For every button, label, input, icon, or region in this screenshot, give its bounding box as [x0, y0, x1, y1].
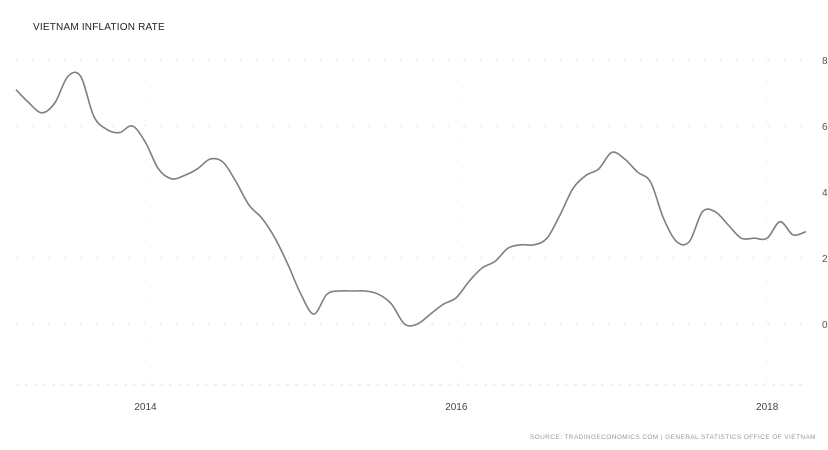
data-point-2014-04: [182, 174, 186, 178]
y-tick-label: 8: [822, 56, 828, 67]
data-point-2014-09: [247, 203, 251, 207]
data-point-2016-05: [506, 246, 510, 250]
x-tick-label-2018: 2018: [756, 402, 779, 413]
data-point-2017-05: [662, 216, 666, 220]
data-point-2013-10: [105, 127, 109, 131]
data-point-2014-06: [208, 157, 212, 161]
data-point-2013-07: [66, 75, 70, 79]
data-point-2014-03: [169, 177, 173, 181]
data-point-2016-04: [493, 259, 497, 263]
data-point-2013-12: [131, 124, 135, 128]
data-point-2013-06: [53, 101, 57, 105]
data-point-2013-04: [27, 101, 31, 105]
data-point-2016-09: [558, 213, 562, 217]
data-point-2016-08: [545, 236, 549, 240]
data-point-2017-03: [636, 170, 640, 174]
data-point-2016-06: [519, 243, 523, 247]
data-point-2013-05: [40, 111, 44, 115]
data-point-2015-08: [390, 302, 394, 306]
data-point-2017-11: [739, 236, 743, 240]
data-point-2015-03: [325, 292, 329, 296]
data-point-2016-11: [584, 174, 588, 178]
data-point-2014-12: [286, 263, 290, 267]
data-point-2017-09: [713, 210, 717, 214]
data-point-2014-02: [156, 167, 160, 171]
chart-title: VIETNAM INFLATION RATE: [33, 22, 165, 33]
data-point-2016-10: [571, 187, 575, 191]
data-point-2018-03: [791, 233, 795, 237]
series-line: [15, 71, 807, 327]
data-point-2014-07: [221, 160, 225, 164]
x-axis: 2014 2016 2018: [134, 402, 778, 413]
data-point-2017-01: [610, 150, 614, 154]
data-point-2018-02: [778, 220, 782, 224]
data-point-2015-01: [299, 292, 303, 296]
data-point-2015-12: [441, 302, 445, 306]
source-note: SOURCE: TRADINGECONOMICS.COM | GENERAL S…: [529, 434, 816, 441]
data-point-2015-05: [351, 289, 355, 293]
data-point-2014-10: [260, 216, 264, 220]
x-tick-label-2016: 2016: [445, 402, 468, 413]
y-axis: 0 2 4 6 8: [822, 56, 828, 331]
data-point-2016-12: [597, 167, 601, 171]
data-point-2016-03: [480, 266, 484, 270]
y-tick-label: 4: [822, 188, 828, 199]
y-tick-label: 0: [822, 320, 828, 331]
x-tick-label-2014: 2014: [134, 402, 157, 413]
series-group: [14, 71, 808, 327]
data-point-2015-11: [428, 312, 432, 316]
data-point-2016-07: [532, 243, 536, 247]
data-point-2015-09: [403, 322, 407, 326]
data-point-2017-08: [700, 210, 704, 214]
data-point-2013-09: [92, 114, 96, 118]
data-point-2018-04: [804, 230, 808, 234]
data-point-2015-02: [312, 312, 316, 316]
data-point-2014-05: [195, 167, 199, 171]
data-point-2013-08: [79, 75, 83, 79]
data-point-2014-01: [144, 141, 148, 145]
y-tick-label: 6: [822, 122, 828, 133]
data-point-2015-04: [338, 289, 342, 293]
data-point-2015-10: [415, 322, 419, 326]
data-point-2016-02: [467, 279, 471, 283]
data-point-2016-01: [454, 296, 458, 300]
grid: [16, 59, 806, 386]
data-point-2017-02: [623, 157, 627, 161]
data-point-2017-04: [649, 180, 653, 184]
data-point-2014-11: [273, 236, 277, 240]
data-point-2013-03: [14, 88, 18, 92]
y-tick-label: 2: [822, 254, 828, 265]
data-point-2017-12: [752, 236, 756, 240]
data-point-2017-06: [674, 240, 678, 244]
data-point-2017-07: [687, 240, 691, 244]
data-point-2015-07: [377, 292, 381, 296]
data-point-2015-06: [364, 289, 368, 293]
data-point-2014-08: [234, 180, 238, 184]
data-point-2013-11: [118, 131, 122, 135]
data-point-2018-01: [765, 236, 769, 240]
data-point-2017-10: [726, 223, 730, 227]
